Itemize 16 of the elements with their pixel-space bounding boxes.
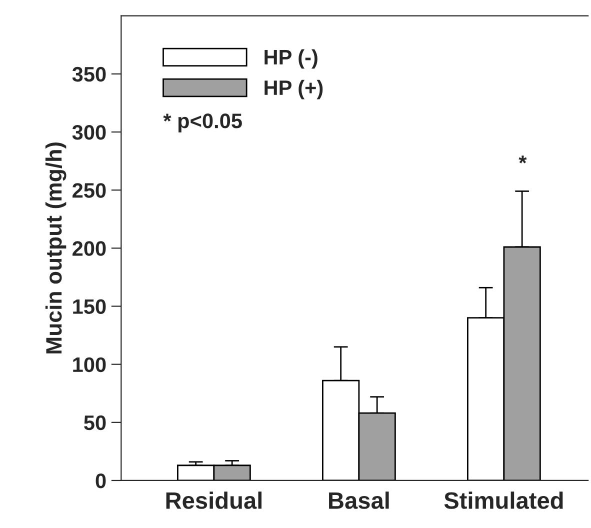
legend-label: HP (+): [264, 80, 323, 100]
y-tick-label: 350: [72, 66, 106, 82]
y-tick-label: 100: [73, 357, 106, 372]
x-tick-label: Basal: [329, 492, 389, 509]
annotation: *: [518, 156, 527, 164]
y-tick-label: 50: [84, 415, 106, 430]
y-tick-label: 300: [72, 125, 106, 140]
x-tick-label: Stimulated: [444, 492, 563, 509]
y-tick-label: 200: [72, 241, 106, 256]
annotation: * p<0.05: [163, 114, 242, 132]
y-tick-label: 0: [96, 473, 106, 488]
legend-label: HP (-): [264, 49, 318, 69]
y-tick-label: 250: [72, 183, 106, 198]
x-tick-label: Residual: [166, 492, 262, 509]
y-axis-title: Mucin output (mg/h): [45, 142, 66, 354]
y-tick-label: 150: [73, 299, 106, 314]
